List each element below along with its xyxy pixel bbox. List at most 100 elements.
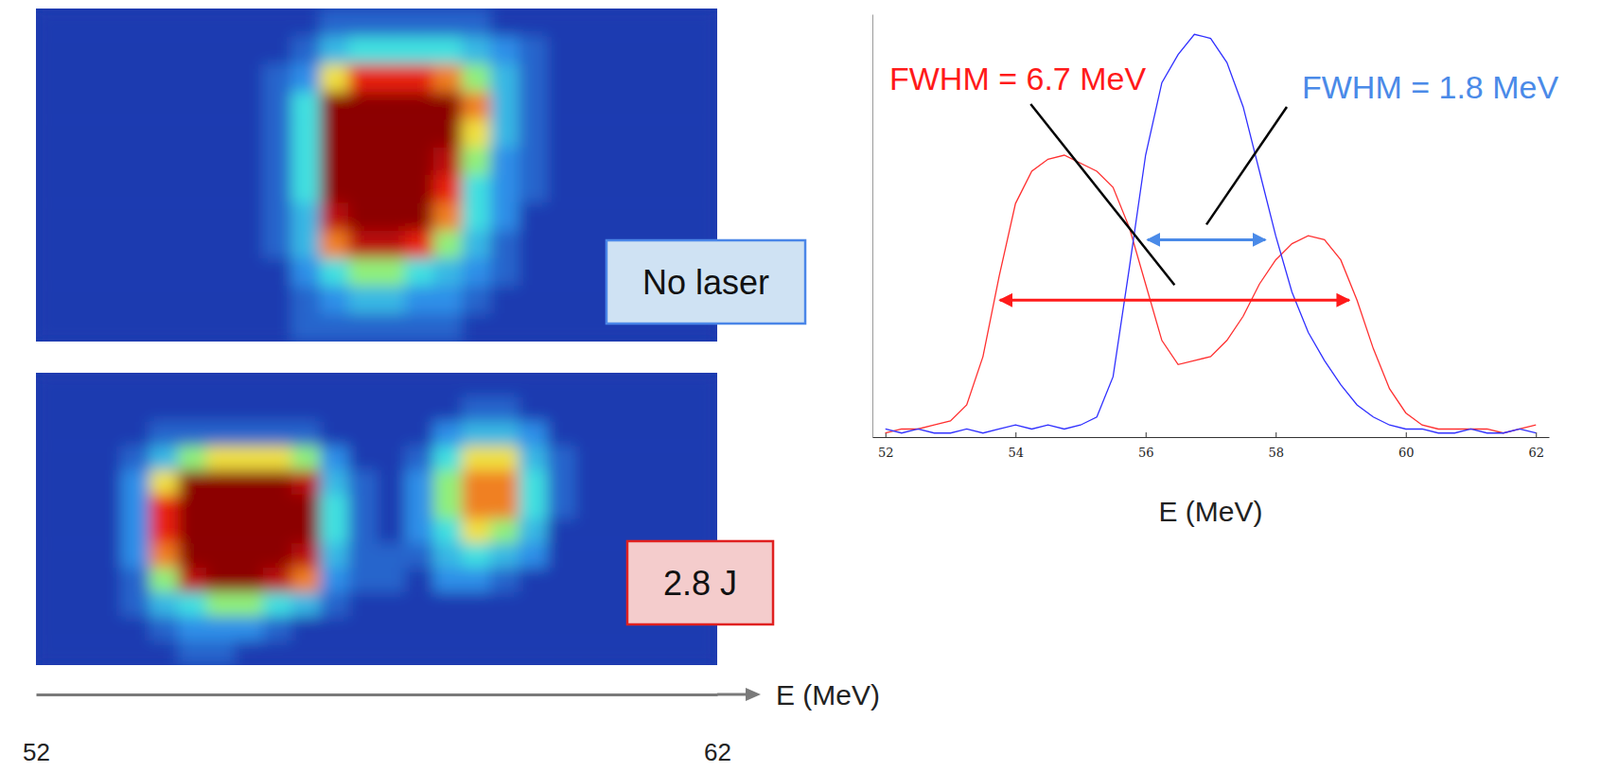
heatmap-cell bbox=[263, 91, 293, 121]
heatmap-cell bbox=[490, 230, 520, 260]
heatmap-cell bbox=[149, 543, 179, 568]
heatmap-cell bbox=[376, 445, 406, 471]
heatmap-cell bbox=[575, 470, 605, 495]
heatmap-cell bbox=[518, 64, 548, 93]
heatmap-cell bbox=[92, 230, 123, 260]
heatmap-cell bbox=[603, 91, 633, 121]
heatmap-cell bbox=[92, 8, 123, 37]
axis-arrow-shaft bbox=[717, 693, 748, 697]
heatmap-cell bbox=[660, 445, 690, 471]
heatmap-cell bbox=[206, 397, 236, 422]
heatmap-cell bbox=[64, 64, 94, 93]
heatmap-cell bbox=[121, 372, 151, 398]
heatmap-cell bbox=[319, 494, 350, 520]
heatmap-cell bbox=[490, 91, 520, 121]
heatmap-cell bbox=[575, 64, 605, 93]
heatmap-cell bbox=[291, 285, 321, 315]
heatmap-cell bbox=[632, 445, 662, 471]
tick-mark bbox=[1275, 432, 1277, 438]
heatmap-cell bbox=[263, 592, 293, 617]
heatmap-cell bbox=[291, 314, 321, 342]
tick-label: 62 bbox=[1528, 445, 1545, 460]
heatmap-cell bbox=[92, 445, 123, 471]
heatmap-cell bbox=[149, 119, 179, 148]
heatmap-cell bbox=[234, 421, 264, 447]
heatmap-cell bbox=[603, 202, 633, 231]
heatmap-cell bbox=[490, 258, 520, 287]
heatmap-cell bbox=[319, 8, 350, 37]
heatmap-cell bbox=[234, 397, 264, 422]
heatmap-cell bbox=[234, 592, 264, 617]
heatmap-cell bbox=[121, 91, 151, 121]
heatmap-cell bbox=[35, 470, 66, 495]
heatmap-cell bbox=[35, 64, 66, 93]
heatmap-cell bbox=[319, 258, 350, 287]
heatmap-cell bbox=[319, 421, 350, 447]
heatmap-cell bbox=[433, 8, 463, 37]
heatmap-cell bbox=[404, 91, 435, 121]
annotation: FWHM = 1.8 MeV bbox=[1147, 69, 1560, 240]
heatmap-cell bbox=[404, 35, 435, 65]
heatmap-cell bbox=[149, 372, 179, 398]
heatmap-cell bbox=[404, 258, 435, 287]
heatmap-cell bbox=[433, 91, 463, 121]
heatmap-cell bbox=[149, 147, 179, 176]
heatmap-cell bbox=[291, 543, 321, 568]
heatmap-cell bbox=[319, 91, 350, 121]
heatmap-cell bbox=[263, 397, 293, 422]
heatmap-cell bbox=[433, 230, 463, 260]
heatmap-cell bbox=[64, 230, 94, 260]
heatmap-cell bbox=[177, 230, 208, 260]
heatmap-cell bbox=[206, 470, 236, 495]
heatmap-cells bbox=[35, 372, 718, 666]
heatmap-cell bbox=[433, 285, 463, 315]
heatmap-cell bbox=[546, 567, 577, 593]
heatmap-cell bbox=[688, 202, 718, 231]
heatmap-cell bbox=[149, 567, 179, 593]
heatmap-cell bbox=[376, 372, 406, 398]
fwhm-arrow bbox=[1147, 238, 1266, 242]
heatmap-cell bbox=[149, 314, 179, 342]
heatmap-cell bbox=[461, 35, 492, 65]
heatmap-cell bbox=[64, 258, 94, 287]
heatmap-cell bbox=[433, 314, 463, 342]
heatmap-cell bbox=[348, 470, 378, 495]
heatmap-cell bbox=[490, 421, 520, 447]
heatmap-cell bbox=[433, 567, 463, 593]
heatmap-cell bbox=[206, 543, 236, 568]
heatmap-cell bbox=[234, 567, 264, 593]
heatmap-cell bbox=[263, 35, 293, 65]
heatmap-cell bbox=[603, 119, 633, 148]
heatmap-cell bbox=[263, 314, 293, 342]
heatmap-cell bbox=[490, 592, 520, 617]
heatmap-cell bbox=[376, 640, 406, 666]
heatmap-cell bbox=[263, 519, 293, 545]
heatmap-cell bbox=[234, 285, 264, 315]
heatmap-cell bbox=[603, 494, 633, 520]
heatmap-cell bbox=[433, 592, 463, 617]
heatmap-cell bbox=[688, 147, 718, 176]
heatmap-cell bbox=[518, 421, 548, 447]
heatmap-cell bbox=[319, 616, 350, 642]
heatmap-cell bbox=[177, 119, 208, 148]
heatmap-cell bbox=[177, 543, 208, 568]
heatmap-cell bbox=[177, 202, 208, 231]
heatmap-cell bbox=[461, 91, 492, 121]
heatmap-cell bbox=[319, 119, 350, 148]
heatmap-cell bbox=[404, 421, 435, 447]
heatmap-cell bbox=[234, 230, 264, 260]
heatmap-cell bbox=[660, 397, 690, 422]
heatmap-cell bbox=[660, 64, 690, 93]
heatmap-cell bbox=[121, 519, 151, 545]
heatmap-cell bbox=[177, 175, 208, 204]
heatmap-cell bbox=[348, 230, 378, 260]
heatmap-cell bbox=[461, 8, 492, 37]
heatmap-cell bbox=[319, 147, 350, 176]
heatmap-cell bbox=[688, 35, 718, 65]
heatmap-cell bbox=[575, 230, 605, 260]
heatmap-cell bbox=[660, 202, 690, 231]
heatmap-cell bbox=[263, 421, 293, 447]
heatmap-cell bbox=[92, 202, 123, 231]
heatmap-cell bbox=[234, 445, 264, 471]
heatmap-cell bbox=[518, 230, 548, 260]
